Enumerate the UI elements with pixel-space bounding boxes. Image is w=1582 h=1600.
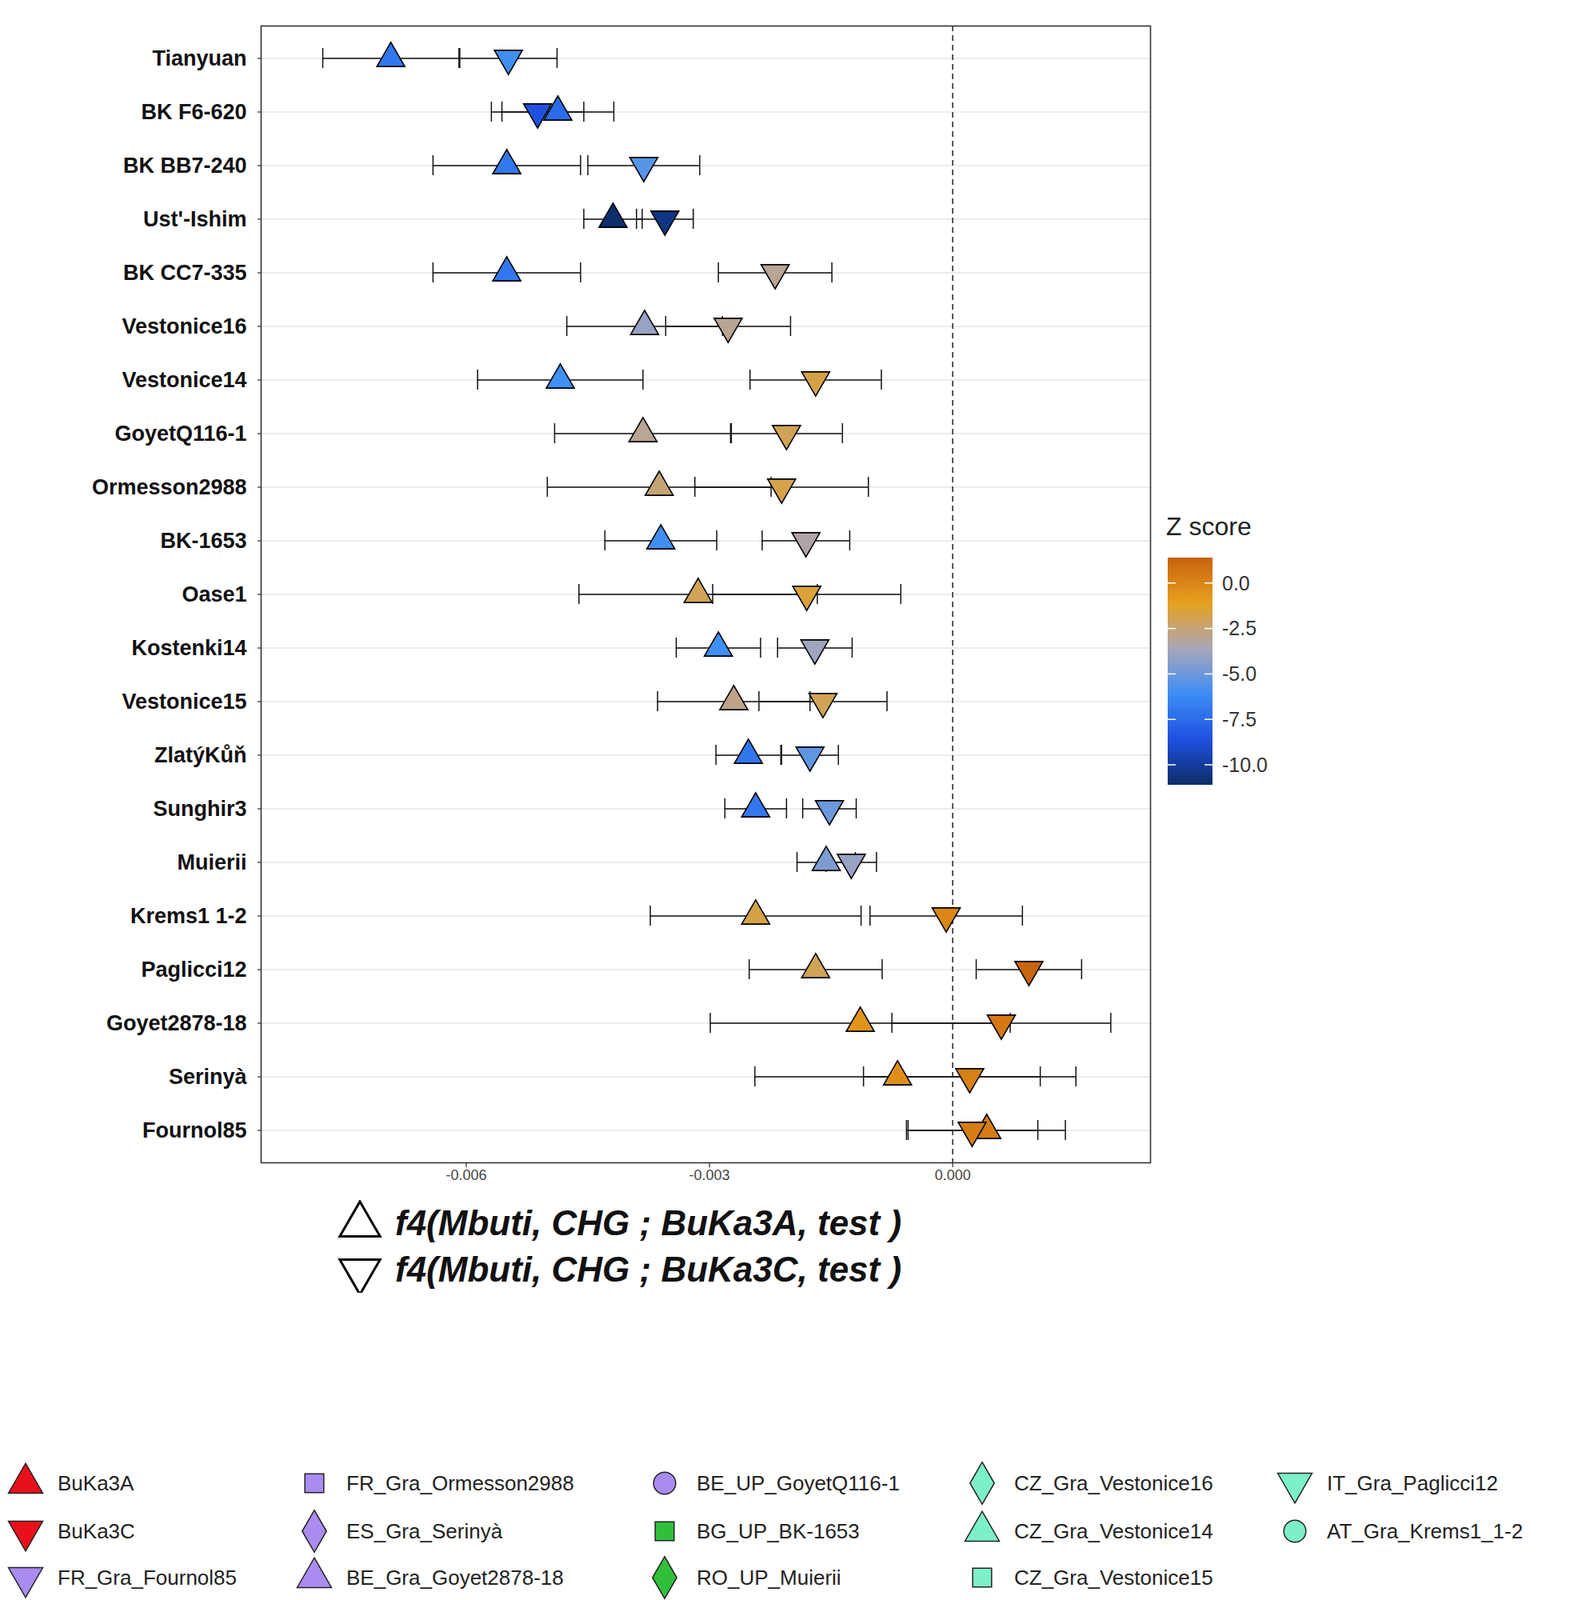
svg-text:Goyet2878-18: Goyet2878-18 [106, 1010, 248, 1035]
html-text:f4(Mbuti, CHG ; BuKa3A, test ): f4(Mbuti, CHG ; BuKa3A, test ) [395, 1202, 902, 1243]
svg-text:BK BB7-240: BK BB7-240 [123, 153, 248, 178]
svg-text:IT_Gra_Paglicci12: IT_Gra_Paglicci12 [1326, 1470, 1499, 1495]
svg-text:Krems1 1-2: Krems1 1-2 [130, 903, 248, 928]
svg-text:Tianyuan: Tianyuan [151, 46, 247, 71]
svg-text:Sunghir3: Sunghir3 [152, 796, 247, 821]
svg-text:Vestonice16: Vestonice16 [121, 314, 247, 339]
svg-text:CZ_Gra_Vestonice14: CZ_Gra_Vestonice14 [1014, 1518, 1214, 1543]
svg-text:Vestonice14: Vestonice14 [121, 367, 247, 392]
svg-text:Oase1: Oase1 [181, 582, 247, 607]
svg-text:-2.5: -2.5 [1222, 616, 1257, 640]
svg-text:BK CC7-335: BK CC7-335 [123, 260, 248, 285]
svg-text:0.000: 0.000 [934, 1166, 971, 1183]
svg-text:-10.0: -10.0 [1222, 753, 1268, 776]
html-text:Z score: Z score [1166, 511, 1252, 541]
svg-text:BuKa3C: BuKa3C [57, 1518, 136, 1543]
html-text:f4(Mbuti, CHG ; BuKa3C, test ): f4(Mbuti, CHG ; BuKa3C, test ) [395, 1249, 902, 1289]
svg-text:BE_UP_GoyetQ116-1: BE_UP_GoyetQ116-1 [696, 1470, 900, 1495]
svg-text:BE_Gra_Goyet2878-18: BE_Gra_Goyet2878-18 [346, 1565, 564, 1590]
svg-text:Vestonice15: Vestonice15 [121, 689, 247, 714]
svg-text:Paglicci12: Paglicci12 [140, 957, 247, 982]
svg-text:-0.006: -0.006 [445, 1166, 487, 1183]
svg-text:Muierii: Muierii [176, 850, 247, 875]
svg-text:Kostenki14: Kostenki14 [131, 635, 247, 660]
svg-text:-7.5: -7.5 [1222, 707, 1257, 731]
svg-text:CZ_Gra_Vestonice15: CZ_Gra_Vestonice15 [1014, 1565, 1214, 1590]
svg-text:GoyetQ116-1: GoyetQ116-1 [114, 421, 247, 446]
svg-text:AT_Gra_Krems1_1-2: AT_Gra_Krems1_1-2 [1326, 1518, 1523, 1543]
svg-text:BK F6-620: BK F6-620 [140, 99, 247, 124]
svg-text:BuKa3A: BuKa3A [57, 1470, 135, 1495]
svg-text:0.0: 0.0 [1222, 571, 1251, 595]
svg-text:FR_Gra_Fournol85: FR_Gra_Fournol85 [57, 1565, 237, 1590]
svg-text:CZ_Gra_Vestonice16: CZ_Gra_Vestonice16 [1014, 1470, 1214, 1495]
svg-text:Ormesson2988: Ormesson2988 [91, 475, 248, 500]
svg-text:ES_Gra_Serinyà: ES_Gra_Serinyà [346, 1518, 504, 1543]
svg-text:FR_Gra_Ormesson2988: FR_Gra_Ormesson2988 [346, 1470, 575, 1495]
svg-text:BK-1653: BK-1653 [159, 528, 247, 553]
svg-text:Ust'-Ishim: Ust'-Ishim [143, 207, 247, 232]
svg-text:BG_UP_BK-1653: BG_UP_BK-1653 [696, 1518, 860, 1543]
svg-text:Fournol85: Fournol85 [142, 1118, 248, 1143]
svg-text:Serinyà: Serinyà [168, 1064, 248, 1089]
svg-text:-5.0: -5.0 [1222, 662, 1257, 685]
svg-text:RO_UP_Muierii: RO_UP_Muierii [696, 1565, 842, 1590]
svg-text:-0.003: -0.003 [689, 1166, 731, 1183]
svg-text:ZlatýKůň: ZlatýKůň [154, 743, 248, 768]
